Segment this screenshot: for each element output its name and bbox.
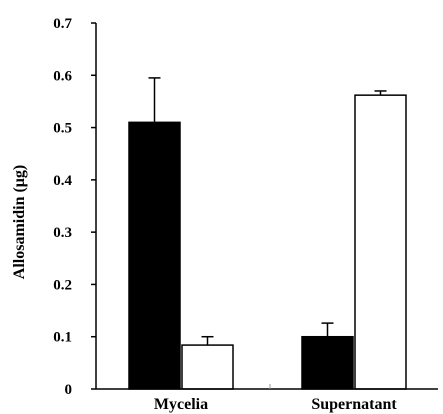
- y-tick-label: 0: [65, 382, 73, 398]
- y-tick-label: 0.2: [53, 277, 72, 293]
- error-bars: [148, 77, 387, 346]
- y-tick-label: 0.7: [53, 16, 72, 32]
- bar: [128, 121, 181, 390]
- y-axis-title: Allosamidin (μg): [11, 165, 28, 279]
- y-axis-ticks: 0 0.1 0.2 0.3 0.4 0.5 0.6 0.7: [53, 16, 96, 398]
- y-tick-label: 0.6: [53, 68, 72, 84]
- y-tick-label: 0.1: [53, 330, 72, 346]
- bar: [354, 94, 407, 390]
- x-category-label: Mycelia: [154, 396, 208, 413]
- bars: [128, 94, 407, 390]
- y-tick-label: 0.5: [53, 121, 72, 137]
- x-category-label: Supernatant: [311, 396, 397, 413]
- y-tick-label: 0.3: [53, 225, 72, 241]
- y-tick-label: 0.4: [53, 173, 72, 189]
- bar: [301, 335, 354, 390]
- x-axis-categories: Mycelia Supernatant: [154, 384, 397, 413]
- bar: [181, 344, 234, 390]
